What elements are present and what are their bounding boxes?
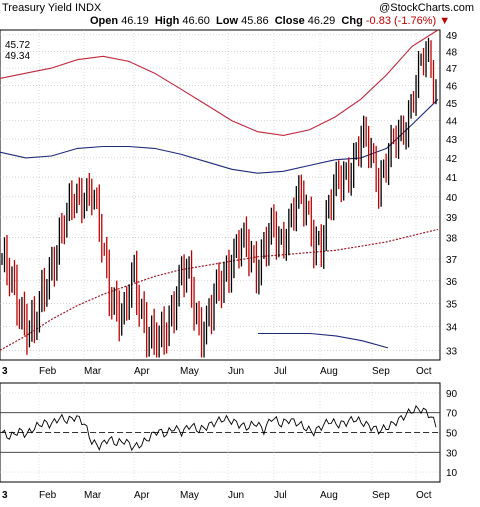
rsi-x-tick-label: 3: [2, 490, 8, 501]
rsi-line: [1, 404, 437, 452]
price-y-tick-label: 34: [446, 322, 458, 333]
rsi-x-tick-label: Aug: [320, 490, 338, 501]
rsi-frame: [0, 382, 441, 483]
rsi-x-tick-labels: 3 Feb Mar Apr May Jun Jul Aug Sep Oct: [2, 490, 432, 501]
price-y-tick-labels: 33 34 35 36 37 38 39 40 41 42 43 44 45 46 47 48 49: [446, 31, 458, 357]
rsi-y-tick-labels: 10 30 50 70 90: [446, 389, 458, 479]
moving-average-line: [0, 228, 439, 351]
high-label: High: [154, 15, 180, 27]
price-x-tick-label: Oct: [416, 366, 432, 377]
rsi-y-tick-label: 10: [446, 468, 458, 479]
low-label: Low: [216, 15, 239, 27]
price-y-tick-label: 49: [446, 31, 458, 42]
price-x-tick-label: May: [180, 366, 199, 377]
low-value: 45.86: [241, 15, 269, 27]
close-label: Close: [274, 15, 305, 27]
price-y-tick-label: 48: [446, 47, 458, 58]
rsi-x-tick-label: Jul: [274, 490, 287, 501]
price-x-tick-labels: 3 Feb Mar Apr May Jun Jul Aug Sep Oct: [2, 366, 432, 377]
price-y-tick-label: 43: [446, 135, 458, 146]
price-x-tick-label: Aug: [320, 366, 338, 377]
rsi-x-tick-label: Feb: [39, 490, 57, 501]
down-arrow-icon: ▼: [439, 15, 451, 27]
rsi-x-tick-label: Apr: [134, 490, 150, 501]
price-y-tick-label: 45: [446, 99, 458, 110]
rsi-x-tick-label: Oct: [416, 490, 432, 501]
price-y-tick-label: 33: [446, 346, 458, 357]
stockcharts-watermark: @StockCharts.com: [379, 2, 474, 14]
price-x-tick-label: 3: [2, 366, 8, 377]
lower-bollinger-line: [0, 98, 439, 174]
price-y-tick-label: 35: [446, 299, 458, 310]
rsi-x-tick-label: Sep: [372, 490, 390, 501]
ohlc-stats: Open 46.19 High 46.60 Low 45.86 Close 46…: [90, 15, 450, 27]
price-bars: [1, 37, 437, 358]
price-frame: [0, 29, 441, 361]
price-y-tick-label: 37: [446, 255, 458, 266]
close-value: 46.29: [307, 15, 336, 27]
rsi-y-tick-label: 50: [446, 429, 458, 440]
open-label: Open: [90, 15, 119, 27]
price-y-tick-label: 47: [446, 64, 458, 75]
price-y-tick-label: 44: [446, 117, 458, 128]
high-value: 46.60: [182, 15, 210, 27]
price-x-tick-label: Jul: [274, 366, 287, 377]
rsi-x-tick-label: May: [180, 490, 199, 501]
legend-entry: 49.34: [5, 51, 30, 62]
price-x-tick-label: Apr: [134, 366, 150, 377]
price-y-tick-label: 40: [446, 193, 458, 204]
legend-entry: 45.72: [5, 40, 30, 51]
price-y-tick-label: 41: [446, 173, 458, 184]
open-value: 46.19: [121, 15, 149, 27]
price-x-tick-label: Mar: [84, 366, 102, 377]
chart-header: Treasury Yield INDX @StockCharts.com Ope…: [0, 0, 480, 30]
upper-bollinger-line: [0, 29, 439, 136]
price-y-tick-label: 38: [446, 234, 458, 245]
rsi-series-line: [1, 404, 437, 452]
price-y-tick-label: 46: [446, 81, 458, 92]
price-x-tick-label: Jun: [228, 366, 244, 377]
rsi-y-tick-label: 30: [446, 448, 458, 459]
rsi-x-tick-label: Mar: [84, 490, 102, 501]
rsi-gridlines: [0, 382, 441, 483]
price-x-tick-label: Sep: [372, 366, 390, 377]
chg-label: Chg: [341, 15, 363, 27]
rsi-y-tick-label: 90: [446, 389, 458, 400]
chart-title: Treasury Yield INDX: [2, 2, 102, 14]
price-y-tick-label: 42: [446, 154, 458, 165]
price-indicator-lines: [0, 29, 439, 351]
price-y-tick-label: 36: [446, 277, 458, 288]
rsi-x-tick-label: Jun: [228, 490, 244, 501]
lower-band-segment: [258, 332, 389, 349]
price-gridlines: [0, 29, 441, 361]
rsi-y-tick-label: 70: [446, 409, 458, 420]
price-y-tick-label: 39: [446, 213, 458, 224]
chg-value: -0.83 (-1.76%): [365, 15, 437, 27]
price-x-tick-label: Feb: [39, 366, 57, 377]
